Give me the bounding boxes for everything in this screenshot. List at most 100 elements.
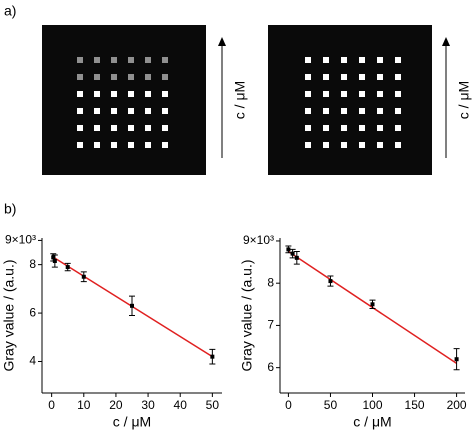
spot [341,125,347,131]
arrow-head [218,37,226,46]
spot [305,57,311,63]
x-tick-label: 150 [405,398,425,412]
spot [128,91,134,97]
y-axis-label: Gray value / (a.u.) [239,259,255,371]
spot [359,142,365,148]
spot [323,91,329,97]
spot [128,74,134,80]
spot [77,74,83,80]
spot [323,108,329,114]
spot [94,74,100,80]
spot [395,57,401,63]
point [454,357,459,362]
x-tick-label: 20 [109,398,123,412]
x-tick-label: 50 [324,398,338,412]
point [210,354,215,359]
x-tick-label: 200 [447,398,467,412]
spot [145,57,151,63]
x-axis-label: c / μM [353,414,391,430]
x-axis-label: c / μM [113,414,151,430]
spot [162,57,168,63]
spot [111,142,117,148]
y-tick-label: 6 [29,305,36,319]
spot [94,108,100,114]
spot [395,142,401,148]
spot [377,74,383,80]
spot [94,57,100,63]
spot [305,108,311,114]
spot [145,91,151,97]
spot [377,142,383,148]
spot [341,108,347,114]
image [268,25,432,175]
y-tick-label: 9×10³ [243,233,274,247]
spot [341,142,347,148]
spot [77,125,83,131]
point [130,303,134,308]
spot [162,74,168,80]
x-tick-label: 10 [77,398,91,412]
spot [162,125,168,131]
x-tick-label: 100 [362,398,382,412]
spot [323,74,329,80]
spot [111,91,117,97]
y-tick-label: 8 [29,257,36,271]
x-tick-label: 40 [174,398,188,412]
spot [359,108,365,114]
spot [359,125,365,131]
spot [77,91,83,97]
y-axis-label: Gray value / (a.u.) [1,259,17,371]
spot [323,57,329,63]
point [51,255,56,260]
spot [77,57,83,63]
spot [145,125,151,131]
spot [377,91,383,97]
spot [377,108,383,114]
spot [128,125,134,131]
spot [111,108,117,114]
spot [341,57,347,63]
point [328,279,333,284]
spot [377,125,383,131]
spot [128,57,134,63]
x-tick-label: 50 [206,398,220,412]
panel-label: a) [4,3,16,19]
spot [128,108,134,114]
spot [111,74,117,80]
point [290,251,295,256]
x-tick-label: 0 [48,398,55,412]
x-tick-label: 30 [141,398,155,412]
spot [395,125,401,131]
spot [341,91,347,97]
y-tick-label: 8 [267,275,274,289]
spot [359,91,365,97]
spot [305,91,311,97]
spot [128,142,134,148]
spot [359,74,365,80]
image [42,25,206,175]
x-tick-label: 0 [285,398,292,412]
spot [111,57,117,63]
point [65,265,70,270]
spot [145,142,151,148]
spot [145,74,151,80]
spot [377,57,383,63]
spot [77,108,83,114]
spot [162,108,168,114]
spot [162,142,168,148]
y-tick-label: 4 [29,354,36,368]
y-tick-label: 9×10³ [5,233,36,247]
spot [94,125,100,131]
spot [359,57,365,63]
spot [323,142,329,148]
spot [94,91,100,97]
spot [395,91,401,97]
point [370,302,375,307]
spot [162,91,168,97]
y-tick-label: 6 [267,360,274,374]
image-axis-label: c / μM [456,81,472,119]
spot [395,108,401,114]
spot [111,125,117,131]
point [286,247,291,252]
